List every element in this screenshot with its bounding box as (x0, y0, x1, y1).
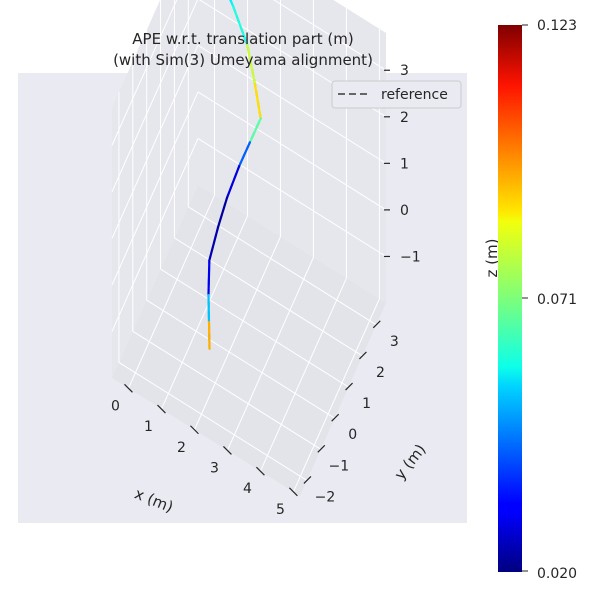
grid-y-floor (118, 362, 308, 481)
grid-z-back (197, 91, 387, 211)
estimated-trajectory-segment (248, 117, 262, 144)
estimated-trajectory-segment (238, 141, 252, 168)
grid-lines (111, 0, 387, 493)
estimated-trajectory-segment (246, 43, 257, 86)
z-tick-label: 3 (400, 63, 409, 79)
series-group (207, 0, 262, 350)
z-tick-label: −1 (400, 249, 421, 265)
grid-x-floor (259, 277, 347, 472)
y-tick-label: −2 (315, 489, 336, 505)
grid-y-floor (160, 268, 349, 388)
x-tick-label: 3 (210, 460, 219, 476)
grid-x-floor (193, 236, 281, 430)
z-tick-label: 0 (400, 203, 409, 219)
estimated-trajectory-segment (208, 225, 220, 262)
grid-y-floor (146, 299, 335, 419)
grid-y-floor (188, 206, 377, 326)
y-tick-mark (303, 476, 312, 484)
y-tick-mark (317, 444, 326, 453)
x-tick-mark (255, 466, 265, 476)
x-tick-mark (288, 487, 298, 497)
x-tick-label: 4 (243, 481, 252, 497)
x-tick-label: 5 (276, 502, 285, 518)
y-tick-mark (358, 351, 367, 360)
y-tick-mark (345, 382, 353, 391)
legend: reference (331, 80, 462, 109)
x-tick-mark (124, 383, 133, 393)
y-tick-mark (331, 413, 340, 422)
x-tick-label: 1 (144, 419, 153, 435)
x-tick-label: 0 (111, 398, 120, 414)
colorbar-label-mid: 0.071 (537, 292, 577, 308)
colorbar-label-min: 0.020 (537, 566, 577, 582)
grid-z-back (273, 0, 387, 71)
estimated-trajectory-segment (231, 5, 249, 47)
colorbar-label-max: 0.123 (537, 18, 577, 34)
grid-z-side (111, 0, 199, 192)
grid-z-back (197, 44, 387, 164)
grid-x-floor (292, 298, 380, 493)
x-tick-label: 2 (177, 440, 186, 456)
legend-box (331, 80, 462, 109)
grid-z-back (197, 138, 387, 257)
y-tick-label: 3 (390, 334, 399, 350)
grid-x-floor (226, 257, 314, 451)
grid-z-side (111, 0, 178, 146)
grid-z-side (111, 91, 199, 286)
estimated-trajectory-segment (253, 83, 262, 120)
y-tick-mark (372, 320, 381, 329)
y-tick-label: 0 (348, 427, 357, 443)
grid-z-side (111, 45, 199, 239)
chart-title-line2: (with Sim(3) Umeyama alignment) (113, 51, 373, 69)
colorbar: 0.123 0.071 0.020 (498, 18, 577, 582)
floor-pane (112, 185, 386, 496)
x-tick-mark (223, 446, 232, 455)
y-tick-label: −1 (328, 458, 349, 474)
estimated-trajectory-segment (207, 293, 211, 324)
z-tick-label: 1 (400, 156, 409, 172)
colorbar-gradient (498, 25, 522, 572)
chart-title-line1: APE w.r.t. translation part (m) (132, 30, 353, 48)
z-axis-label: z (m) (483, 239, 501, 278)
y-tick-label: 1 (362, 396, 371, 412)
grid-x-floor (128, 195, 215, 389)
z-tick-label: 2 (400, 110, 409, 126)
estimated-trajectory-segment (207, 320, 211, 350)
estimated-trajectory-segment (207, 259, 211, 297)
grid-z-side (111, 138, 199, 332)
grid-y-floor (132, 330, 322, 450)
estimated-trajectory-segment (217, 196, 229, 228)
legend-label-reference: reference (381, 87, 448, 103)
estimated-trajectory-segment (225, 165, 241, 199)
grid-y-floor (174, 237, 363, 357)
y-tick-label: 2 (376, 365, 385, 381)
grid-x-floor (161, 215, 248, 410)
x-tick-mark (190, 425, 199, 435)
x-tick-mark (157, 404, 166, 414)
